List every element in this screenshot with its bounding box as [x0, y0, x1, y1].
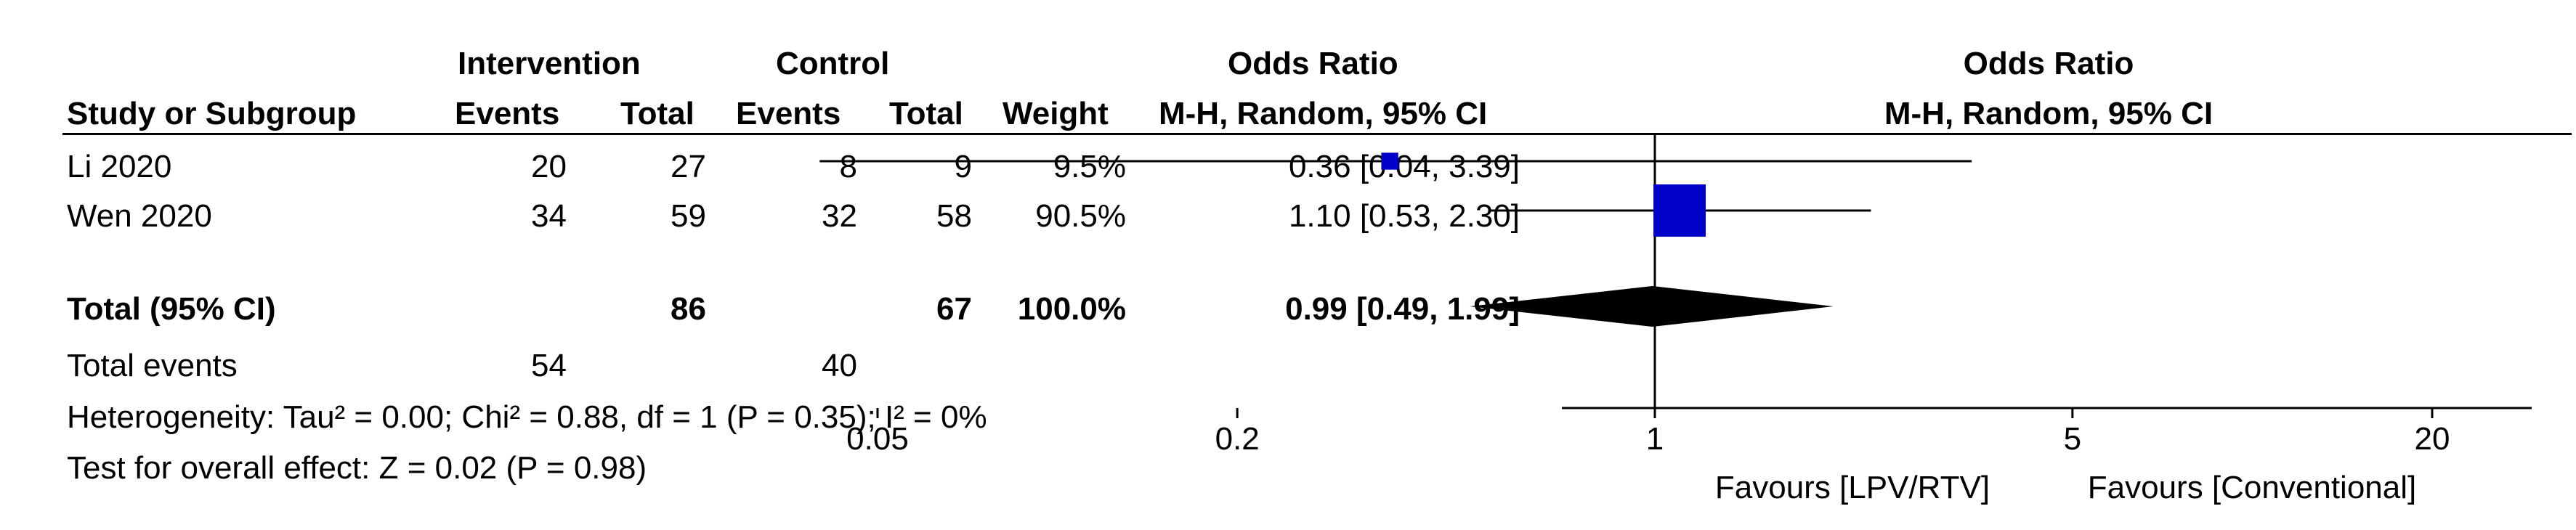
intervention-header: Intervention	[458, 46, 641, 81]
control-total-sum: 67	[936, 291, 972, 327]
x-axis-tick-label: 5	[2064, 421, 2081, 457]
overall-effect-text: Test for overall effect: Z = 0.02 (P = 0…	[67, 450, 647, 486]
favours-left-label: Favours [LPV/RTV]	[1714, 470, 1990, 505]
plot-method: M-H, Random, 95% CI	[1884, 96, 2214, 131]
study-column-header: Study or Subgroup	[67, 96, 357, 131]
x-axis-tick-label: 20	[2415, 421, 2450, 457]
favours-right-label: Favours [Conventional]	[2087, 470, 2417, 505]
pooled-or-ci: 0.99 [0.49, 1.99]	[1285, 291, 1520, 327]
control-events: 8	[839, 149, 857, 184]
pooled-diamond	[1470, 286, 1834, 327]
control-total: 58	[936, 198, 972, 234]
study-name: Li 2020	[67, 149, 172, 184]
total-weight: 100.0%	[1017, 291, 1126, 327]
total-events-label: Total events	[67, 348, 238, 383]
control-events-header: Events	[736, 96, 841, 131]
x-axis-tick-label: 1	[1646, 421, 1664, 457]
study-point-estimate	[1381, 152, 1398, 170]
x-axis-tick-label: 0.2	[1215, 421, 1260, 457]
study-weight: 90.5%	[1035, 198, 1126, 234]
total-label: Total (95% CI)	[67, 291, 276, 327]
odds-ratio-header: Odds Ratio	[1228, 46, 1398, 81]
study-or-ci: 1.10 [0.53, 2.30]	[1288, 198, 1520, 234]
study-or-ci: 0.36 [0.04, 3.39]	[1288, 149, 1520, 184]
intervention-events-header: Events	[455, 96, 560, 131]
method-header: M-H, Random, 95% CI	[1159, 96, 1488, 131]
control-header: Control	[776, 46, 890, 81]
intervention-total: 59	[671, 198, 706, 234]
plot-title: Odds Ratio	[1963, 46, 2134, 81]
weight-header: Weight	[1003, 96, 1109, 131]
control-events-sum: 40	[822, 348, 857, 383]
intervention-events-sum: 54	[531, 348, 567, 383]
control-events: 32	[822, 198, 857, 234]
x-axis-tick-label: 0.05	[846, 421, 909, 457]
control-total-header: Total	[889, 96, 963, 131]
intervention-total-header: Total	[620, 96, 694, 131]
study-weight: 9.5%	[1053, 149, 1126, 184]
intervention-events: 20	[531, 149, 567, 184]
study-point-estimate	[1653, 184, 1706, 237]
header-rule	[62, 133, 2572, 135]
study-name: Wen 2020	[67, 198, 212, 234]
intervention-total-sum: 86	[671, 291, 706, 327]
control-total: 9	[954, 149, 972, 184]
heterogeneity-text: Heterogeneity: Tau² = 0.00; Chi² = 0.88,…	[67, 399, 987, 435]
intervention-events: 34	[531, 198, 567, 234]
intervention-total: 27	[671, 149, 706, 184]
